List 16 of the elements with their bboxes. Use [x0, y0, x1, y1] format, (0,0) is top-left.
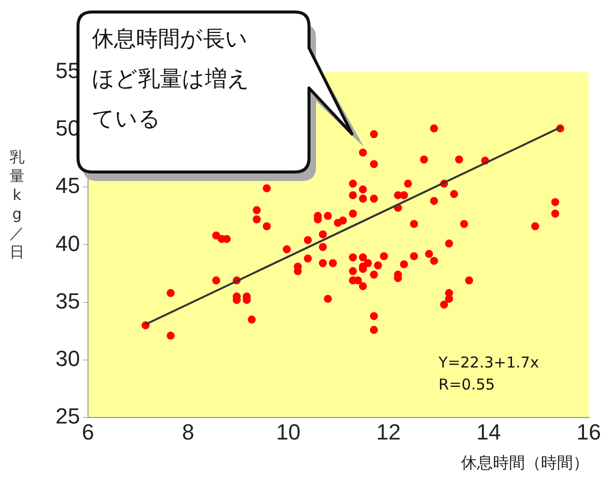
x-tick-label: 12 [376, 420, 401, 445]
y-axis-title: 乳量kg／日 [8, 148, 26, 262]
x-axis-title: 休息時間（時間） [460, 454, 589, 472]
x-tick-label: 16 [576, 420, 602, 445]
y-tick-label: 40 [56, 230, 80, 256]
annotation: 休息時間が長いほど乳量は増えている [92, 26, 251, 134]
x-tick-label: 8 [182, 420, 194, 445]
x-tick-label: 10 [276, 420, 301, 445]
y-tick-label: 45 [56, 173, 80, 198]
y-tick-label: 25 [56, 403, 80, 428]
x-tick-label: 6 [82, 420, 94, 445]
y-tick-label: 35 [56, 288, 80, 314]
x-tick-label: 14 [476, 420, 501, 445]
y-tick-label: 30 [56, 346, 80, 371]
annotation: Y=22.3+1.7x [438, 353, 540, 372]
annotation: R=0.55 [438, 375, 495, 394]
